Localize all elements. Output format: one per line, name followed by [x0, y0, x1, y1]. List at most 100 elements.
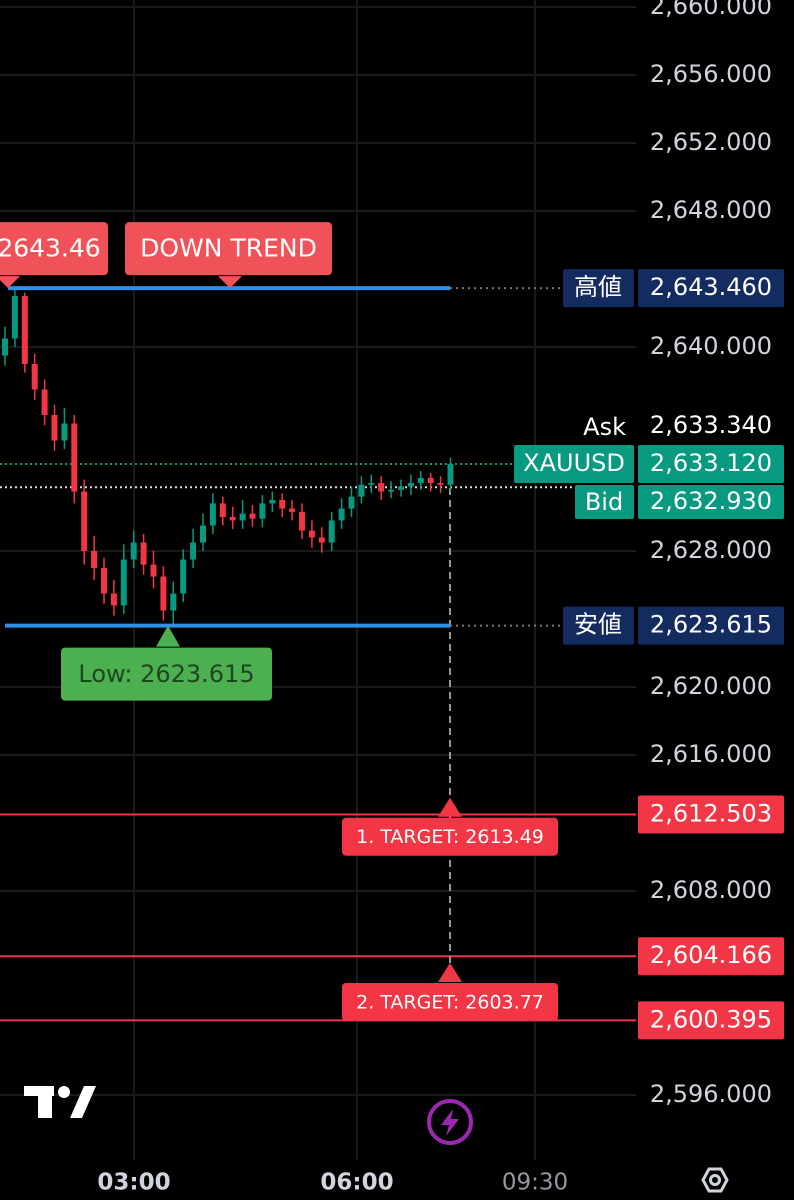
bid-name: Bid: [585, 488, 623, 516]
y-tick-label: 2,620.000: [650, 672, 772, 700]
candle-body: [120, 559, 127, 606]
y-tick-label: 2,652.000: [650, 128, 772, 156]
lightning-button[interactable]: [427, 1099, 473, 1145]
candle-body: [61, 423, 68, 441]
candle-body: [140, 542, 147, 565]
candle-body: [101, 568, 107, 594]
candle-body: [368, 483, 375, 485]
callout-box: [0, 222, 108, 276]
candle-body: [279, 500, 286, 509]
candle-body: [358, 484, 365, 497]
callout-box: [342, 817, 558, 856]
candle-body: [328, 520, 335, 543]
y-tick-label: 2,628.000: [650, 536, 772, 564]
price-label-box: [638, 937, 784, 976]
candle-body: [190, 542, 197, 560]
price-label: 2,604.166: [650, 941, 772, 969]
candle-body: [437, 483, 444, 485]
price-label-box: [638, 484, 784, 519]
candle-body: [338, 508, 345, 521]
candle-body: [289, 508, 296, 512]
symbol: XAUUSD: [523, 449, 625, 477]
candle-body: [299, 511, 305, 531]
candle-body: [150, 564, 157, 577]
candle-body: [21, 295, 28, 364]
candle-body: [11, 295, 18, 339]
candle-body: [180, 559, 187, 594]
price-label: 2,633.120: [650, 449, 772, 477]
candle-body: [2, 338, 8, 356]
candle-body: [398, 486, 404, 490]
candle-body: [91, 551, 98, 569]
ask-name: Ask: [583, 413, 626, 441]
y-tick-label: 2,640.000: [650, 332, 772, 360]
y-tick-label: 2,608.000: [650, 876, 772, 904]
price-label: 2,632.930: [650, 487, 772, 515]
level-name-box: [563, 269, 634, 308]
price-label: 2,623.615: [650, 611, 772, 639]
callout-pointer: [438, 962, 462, 982]
symbol-box: [514, 444, 634, 483]
level-name-box: [563, 606, 634, 645]
price-label-box: [638, 444, 784, 483]
callout-pointer: [438, 797, 462, 817]
callout-pointer: [0, 276, 20, 289]
y-tick-label: 2,616.000: [650, 740, 772, 768]
y-tick-label: 2,596.000: [650, 1080, 772, 1108]
candle-body: [269, 500, 276, 504]
candle-body: [31, 363, 38, 390]
callout-pointer: [156, 625, 180, 647]
level-name: 高値: [574, 273, 622, 301]
y-tick-label: 2,648.000: [650, 196, 772, 224]
callout-box: [61, 647, 272, 701]
callout-box: [342, 982, 558, 1021]
tv-logo: [24, 1086, 96, 1118]
candle-body: [308, 530, 315, 538]
callout-text: Low: 2623.615: [78, 660, 254, 688]
candle-body: [130, 542, 137, 560]
y-tick-label: 2,656.000: [650, 60, 772, 88]
callout-pointer: [218, 276, 242, 289]
callout-text: 2643.46: [0, 234, 101, 263]
candle-body: [239, 513, 246, 521]
price-label: 2,643.460: [650, 273, 772, 301]
price-label-box: [638, 795, 784, 834]
candle-body: [229, 517, 236, 521]
x-tick-label: 06:00: [320, 1170, 393, 1196]
candle-body: [378, 483, 385, 492]
callout-text: 1. TARGET: 2613.49: [356, 826, 544, 848]
price-label-box: [638, 606, 784, 645]
candle-body: [447, 463, 454, 485]
price-label-box: [638, 1001, 784, 1040]
settings-button[interactable]: [701, 1167, 729, 1193]
x-tick-label: 03:00: [97, 1170, 170, 1196]
candle-body: [417, 477, 424, 484]
candle-body: [170, 593, 177, 611]
candle-body: [160, 576, 167, 611]
candle-body: [407, 483, 414, 487]
candle-body: [388, 489, 395, 492]
candle-body: [41, 389, 48, 416]
bid-box: [575, 484, 634, 519]
candle-body: [110, 593, 117, 606]
candle-body: [348, 496, 355, 509]
candle-body: [209, 503, 216, 526]
candle-body: [259, 503, 266, 519]
price-label-box: [638, 269, 784, 308]
candle-body: [81, 491, 88, 552]
candle-body: [51, 415, 58, 441]
callout-box: [125, 222, 332, 276]
candle-body: [249, 513, 256, 519]
candle-body: [219, 503, 226, 518]
x-tick-label: 09:30: [502, 1170, 568, 1196]
candle-body: [71, 423, 78, 492]
candle-body: [318, 537, 325, 543]
price-label: 2,612.503: [650, 799, 772, 827]
price-label: 2,600.395: [650, 1005, 772, 1033]
ask-price: 2,633.340: [650, 411, 772, 439]
candle-body: [200, 525, 206, 543]
callout-text: DOWN TREND: [140, 234, 317, 263]
callout-text: 2. TARGET: 2603.77: [356, 991, 544, 1013]
